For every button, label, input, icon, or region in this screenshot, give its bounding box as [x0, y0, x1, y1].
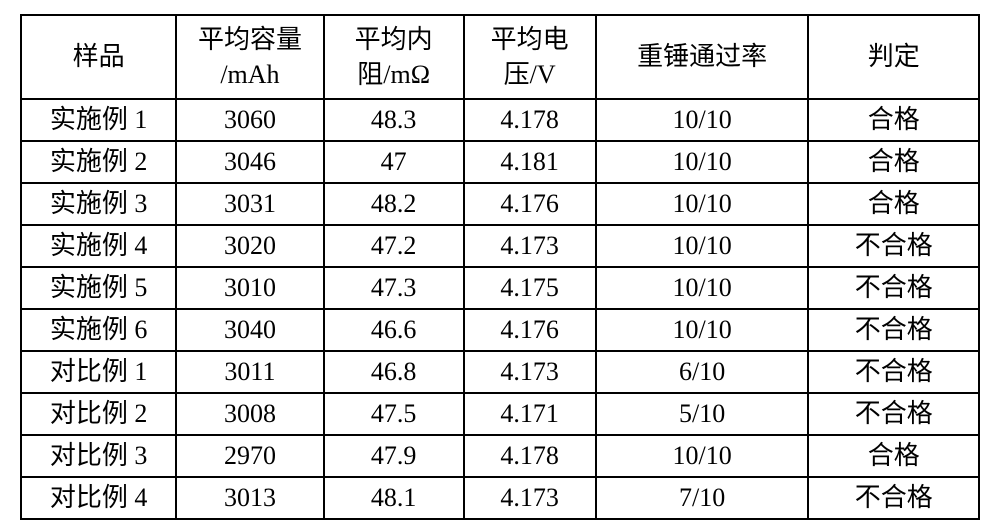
header-pass: 重锤通过率: [596, 15, 809, 99]
cell-pass: 10/10: [596, 141, 809, 183]
table-row: 实施例 3 3031 48.2 4.176 10/10 合格: [21, 183, 979, 225]
header-pass-label: 重锤通过率: [637, 39, 767, 74]
table-head: 样品 平均容量 /mAh 平均内 阻/mΩ 平均电 压/V 重锤通过率 判定: [21, 15, 979, 99]
cell-sample: 实施例 4: [21, 225, 176, 267]
cell-sample: 实施例 1: [21, 99, 176, 141]
table-row: 实施例 5 3010 47.3 4.175 10/10 不合格: [21, 267, 979, 309]
cell-verdict: 合格: [808, 99, 979, 141]
cell-sample: 对比例 4: [21, 477, 176, 519]
cell-voltage: 4.173: [464, 477, 596, 519]
cell-voltage: 4.173: [464, 225, 596, 267]
cell-capacity: 3031: [176, 183, 324, 225]
cell-voltage: 4.171: [464, 393, 596, 435]
cell-ir: 48.1: [324, 477, 464, 519]
header-voltage-label: 平均电 压/V: [465, 22, 595, 92]
cell-ir: 48.3: [324, 99, 464, 141]
cell-voltage: 4.175: [464, 267, 596, 309]
cell-capacity: 3060: [176, 99, 324, 141]
table-row: 对比例 4 3013 48.1 4.173 7/10 不合格: [21, 477, 979, 519]
cell-capacity: 3046: [176, 141, 324, 183]
cell-ir: 47.5: [324, 393, 464, 435]
cell-pass: 10/10: [596, 225, 809, 267]
cell-capacity: 3020: [176, 225, 324, 267]
cell-capacity: 3013: [176, 477, 324, 519]
cell-capacity: 3040: [176, 309, 324, 351]
cell-sample: 实施例 6: [21, 309, 176, 351]
header-verdict: 判定: [808, 15, 979, 99]
cell-pass: 10/10: [596, 435, 809, 477]
cell-voltage: 4.178: [464, 99, 596, 141]
table-row: 对比例 2 3008 47.5 4.171 5/10 不合格: [21, 393, 979, 435]
header-ir: 平均内 阻/mΩ: [324, 15, 464, 99]
cell-ir: 46.8: [324, 351, 464, 393]
header-sample: 样品: [21, 15, 176, 99]
header-ir-label: 平均内 阻/mΩ: [325, 22, 463, 92]
cell-capacity: 2970: [176, 435, 324, 477]
header-capacity-label: 平均容量 /mAh: [177, 22, 323, 92]
table-row: 对比例 3 2970 47.9 4.178 10/10 合格: [21, 435, 979, 477]
cell-ir: 46.6: [324, 309, 464, 351]
cell-verdict: 不合格: [808, 225, 979, 267]
header-sample-label: 样品: [73, 39, 125, 74]
cell-verdict: 合格: [808, 435, 979, 477]
battery-test-table: 样品 平均容量 /mAh 平均内 阻/mΩ 平均电 压/V 重锤通过率 判定 实…: [20, 14, 980, 520]
cell-ir: 47: [324, 141, 464, 183]
cell-verdict: 不合格: [808, 267, 979, 309]
cell-ir: 47.2: [324, 225, 464, 267]
cell-pass: 10/10: [596, 267, 809, 309]
cell-verdict: 不合格: [808, 351, 979, 393]
cell-verdict: 不合格: [808, 477, 979, 519]
cell-verdict: 不合格: [808, 393, 979, 435]
cell-sample: 实施例 2: [21, 141, 176, 183]
header-capacity: 平均容量 /mAh: [176, 15, 324, 99]
cell-pass: 10/10: [596, 99, 809, 141]
cell-pass: 7/10: [596, 477, 809, 519]
cell-sample: 实施例 5: [21, 267, 176, 309]
cell-pass: 10/10: [596, 309, 809, 351]
header-verdict-label: 判定: [868, 39, 920, 74]
cell-verdict: 合格: [808, 183, 979, 225]
cell-voltage: 4.176: [464, 183, 596, 225]
table-row: 实施例 6 3040 46.6 4.176 10/10 不合格: [21, 309, 979, 351]
table-row: 对比例 1 3011 46.8 4.173 6/10 不合格: [21, 351, 979, 393]
table-row: 实施例 1 3060 48.3 4.178 10/10 合格: [21, 99, 979, 141]
cell-verdict: 不合格: [808, 309, 979, 351]
header-row: 样品 平均容量 /mAh 平均内 阻/mΩ 平均电 压/V 重锤通过率 判定: [21, 15, 979, 99]
cell-sample: 实施例 3: [21, 183, 176, 225]
cell-voltage: 4.181: [464, 141, 596, 183]
cell-capacity: 3008: [176, 393, 324, 435]
cell-ir: 48.2: [324, 183, 464, 225]
table-row: 实施例 2 3046 47 4.181 10/10 合格: [21, 141, 979, 183]
cell-sample: 对比例 1: [21, 351, 176, 393]
cell-sample: 对比例 3: [21, 435, 176, 477]
table-row: 实施例 4 3020 47.2 4.173 10/10 不合格: [21, 225, 979, 267]
cell-capacity: 3010: [176, 267, 324, 309]
cell-pass: 10/10: [596, 183, 809, 225]
cell-pass: 5/10: [596, 393, 809, 435]
header-voltage: 平均电 压/V: [464, 15, 596, 99]
cell-sample: 对比例 2: [21, 393, 176, 435]
cell-voltage: 4.173: [464, 351, 596, 393]
cell-ir: 47.3: [324, 267, 464, 309]
cell-voltage: 4.176: [464, 309, 596, 351]
cell-voltage: 4.178: [464, 435, 596, 477]
cell-ir: 47.9: [324, 435, 464, 477]
cell-verdict: 合格: [808, 141, 979, 183]
table-body: 实施例 1 3060 48.3 4.178 10/10 合格 实施例 2 304…: [21, 99, 979, 519]
cell-pass: 6/10: [596, 351, 809, 393]
table-container: 样品 平均容量 /mAh 平均内 阻/mΩ 平均电 压/V 重锤通过率 判定 实…: [0, 0, 1000, 511]
cell-capacity: 3011: [176, 351, 324, 393]
